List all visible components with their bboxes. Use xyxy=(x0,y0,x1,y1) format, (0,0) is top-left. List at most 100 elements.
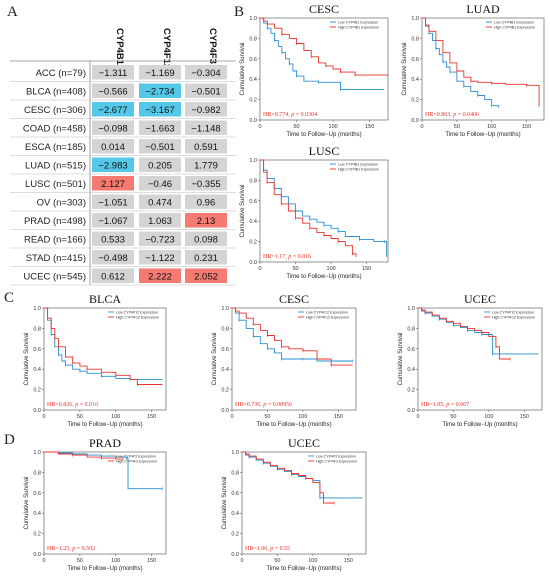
y-tick-label: 0.4 xyxy=(407,367,415,373)
legend-entry: Low CYP4F12 Expression xyxy=(306,311,348,315)
heatmap-cell xyxy=(92,213,134,228)
p-value: = 0.00956 xyxy=(266,402,292,408)
heatmap-row-label: BLCA (n=408) xyxy=(26,86,86,97)
y-tick-label: 0.8 xyxy=(231,470,239,476)
y-tick-label: 0.8 xyxy=(249,36,257,42)
p-symbol: p xyxy=(269,546,273,552)
hr-value: HR=1.17, xyxy=(263,254,288,260)
heatmap-cell xyxy=(185,65,227,80)
heatmap-cell xyxy=(185,213,227,228)
legend-entry: High CYP4F12 Expression xyxy=(492,316,535,320)
legend-entry: High CYP4F3 Expression xyxy=(316,460,357,464)
km-plot-title: CESC xyxy=(279,292,309,306)
heatmap-cell-value: −2.677 xyxy=(98,105,127,116)
heatmap-cell xyxy=(92,83,134,98)
hazard-ratio-annotation: HR=0.774, p = 0.0304 xyxy=(263,112,317,118)
x-tick-label: 100 xyxy=(329,124,338,130)
km-plot-title: UCEC xyxy=(288,436,320,450)
x-tick-label: 50 xyxy=(450,414,456,420)
heatmap-cell-value: 1.779 xyxy=(194,160,218,171)
panel-label-c: C xyxy=(4,290,15,306)
heatmap-column-header: CYP4F3 xyxy=(207,28,218,64)
heatmap-row-label: LUSC (n=501) xyxy=(25,179,86,190)
y-tick-label: 0.2 xyxy=(249,240,257,246)
km-plot-frame xyxy=(259,159,389,263)
heatmap-cell xyxy=(185,176,227,191)
y-tick-label: 0.6 xyxy=(411,57,419,63)
heatmap-cell-value: −0.304 xyxy=(191,68,220,79)
km-curve-low-expression xyxy=(232,307,353,362)
y-axis-label: Cumulative Survival xyxy=(402,42,408,95)
y-tick-label: 0.6 xyxy=(221,347,229,353)
x-tick-label: 50 xyxy=(454,124,460,130)
km-curve-high-expression xyxy=(44,307,163,385)
y-tick-label: 0.8 xyxy=(221,326,229,332)
heatmap-cell xyxy=(92,139,134,154)
p-symbol: p xyxy=(290,112,294,118)
legend-entry: High CYP4F12 Expression xyxy=(116,316,159,320)
x-tick-label: 0 xyxy=(420,124,423,130)
heatmap-row-label: COAD (n=458) xyxy=(23,123,86,134)
panel-label-d: D xyxy=(4,432,15,448)
heatmap-cell-value: −0.723 xyxy=(145,234,174,245)
km-plot-cesc-cyp4b1: CESC 0.0 0.2 0.4 0.6 0.8 1.0 0 50 100 150 Time to F… xyxy=(240,2,389,138)
heatmap-cell-value: −1.148 xyxy=(191,123,220,134)
heatmap-cell-value: −0.982 xyxy=(191,105,220,116)
expression-heatmap-table: CYP4B1 CYP4F12 CYP4F3 ACC (n=79) −1.311 −1.16… xyxy=(10,28,236,286)
x-tick-label: 150 xyxy=(147,558,156,564)
heatmap-cell-value: 0.205 xyxy=(148,160,172,171)
heatmap-cell xyxy=(139,139,181,154)
heatmap-cell-value: −1.311 xyxy=(99,68,128,79)
panel-label-b: B xyxy=(234,4,245,20)
km-plot-prad-cyp4f3: PRAD 0.0 0.2 0.4 0.6 0.8 1.0 0 50 100 150 Time to F… xyxy=(24,436,167,572)
km-plot-frame xyxy=(241,451,367,555)
legend-entry: High CYP4F12 Expression xyxy=(306,316,349,320)
legend-entry: High CYP4F3 Expression xyxy=(116,460,157,464)
y-tick-label: 0.2 xyxy=(407,388,415,394)
x-tick-label: 150 xyxy=(334,414,343,420)
heatmap-cell xyxy=(92,102,134,117)
y-tick-label: 0.2 xyxy=(221,388,229,394)
heatmap-cell-value: 0.533 xyxy=(101,234,125,245)
y-tick-label: 0.0 xyxy=(249,260,257,266)
y-tick-label: 0.0 xyxy=(221,408,229,414)
heatmap-cell xyxy=(185,194,227,209)
x-axis-label: Time to Follow−Up (months) xyxy=(256,422,331,428)
p-symbol: p xyxy=(71,546,75,552)
x-tick-label: 100 xyxy=(327,266,336,272)
heatmap-cell-value: 0.231 xyxy=(194,253,218,264)
legend-entry: High CYP4B1 Expression xyxy=(338,168,379,172)
x-tick-label: 50 xyxy=(77,414,83,420)
hazard-ratio-annotation: HR=1.06, p = 0.55 xyxy=(245,546,290,552)
heatmap-cell-value: −1.051 xyxy=(98,197,127,208)
km-curve-low-expression xyxy=(260,159,388,257)
p-symbol: p xyxy=(262,402,266,408)
y-axis-label: Cumulative Survival xyxy=(398,332,404,385)
heatmap-cell xyxy=(139,83,181,98)
legend-entry: Low CYP4F12 Expression xyxy=(116,311,158,315)
y-axis-label: Cumulative Survival xyxy=(212,332,218,385)
y-tick-label: 0.2 xyxy=(33,532,41,538)
x-tick-label: 100 xyxy=(298,414,307,420)
heatmap-cell xyxy=(92,250,134,265)
heatmap-row-label: READ (n=166) xyxy=(24,234,86,245)
heatmap-cell-value: 2.222 xyxy=(148,271,172,282)
heatmap-cell xyxy=(92,194,134,209)
heatmap-row-label: UCEC (n=545) xyxy=(23,271,86,282)
km-curve-high-expression xyxy=(418,307,511,360)
y-tick-label: 0.6 xyxy=(231,491,239,497)
legend-entry: Low CYP4B1 Expression xyxy=(338,21,378,25)
heatmap-cell-value: −0.46 xyxy=(148,179,172,190)
hazard-ratio-annotation: HR=1.17, p = 0.016 xyxy=(263,254,311,260)
heatmap-cell-value: 2.13 xyxy=(197,216,216,227)
x-tick-label: 0 xyxy=(258,266,261,272)
y-tick-label: 0.6 xyxy=(33,491,41,497)
p-value: = 0.016 xyxy=(291,254,311,260)
y-tick-label: 0.4 xyxy=(33,367,41,373)
x-tick-label: 50 xyxy=(77,558,83,564)
heatmap-cell xyxy=(139,102,181,117)
x-tick-label: 50 xyxy=(294,124,300,130)
km-plot-frame xyxy=(231,307,357,411)
km-plot-blca-cyp4f12: BLCA 0.0 0.2 0.4 0.6 0.8 1.0 0 50 100 150 Time to F… xyxy=(24,292,167,428)
